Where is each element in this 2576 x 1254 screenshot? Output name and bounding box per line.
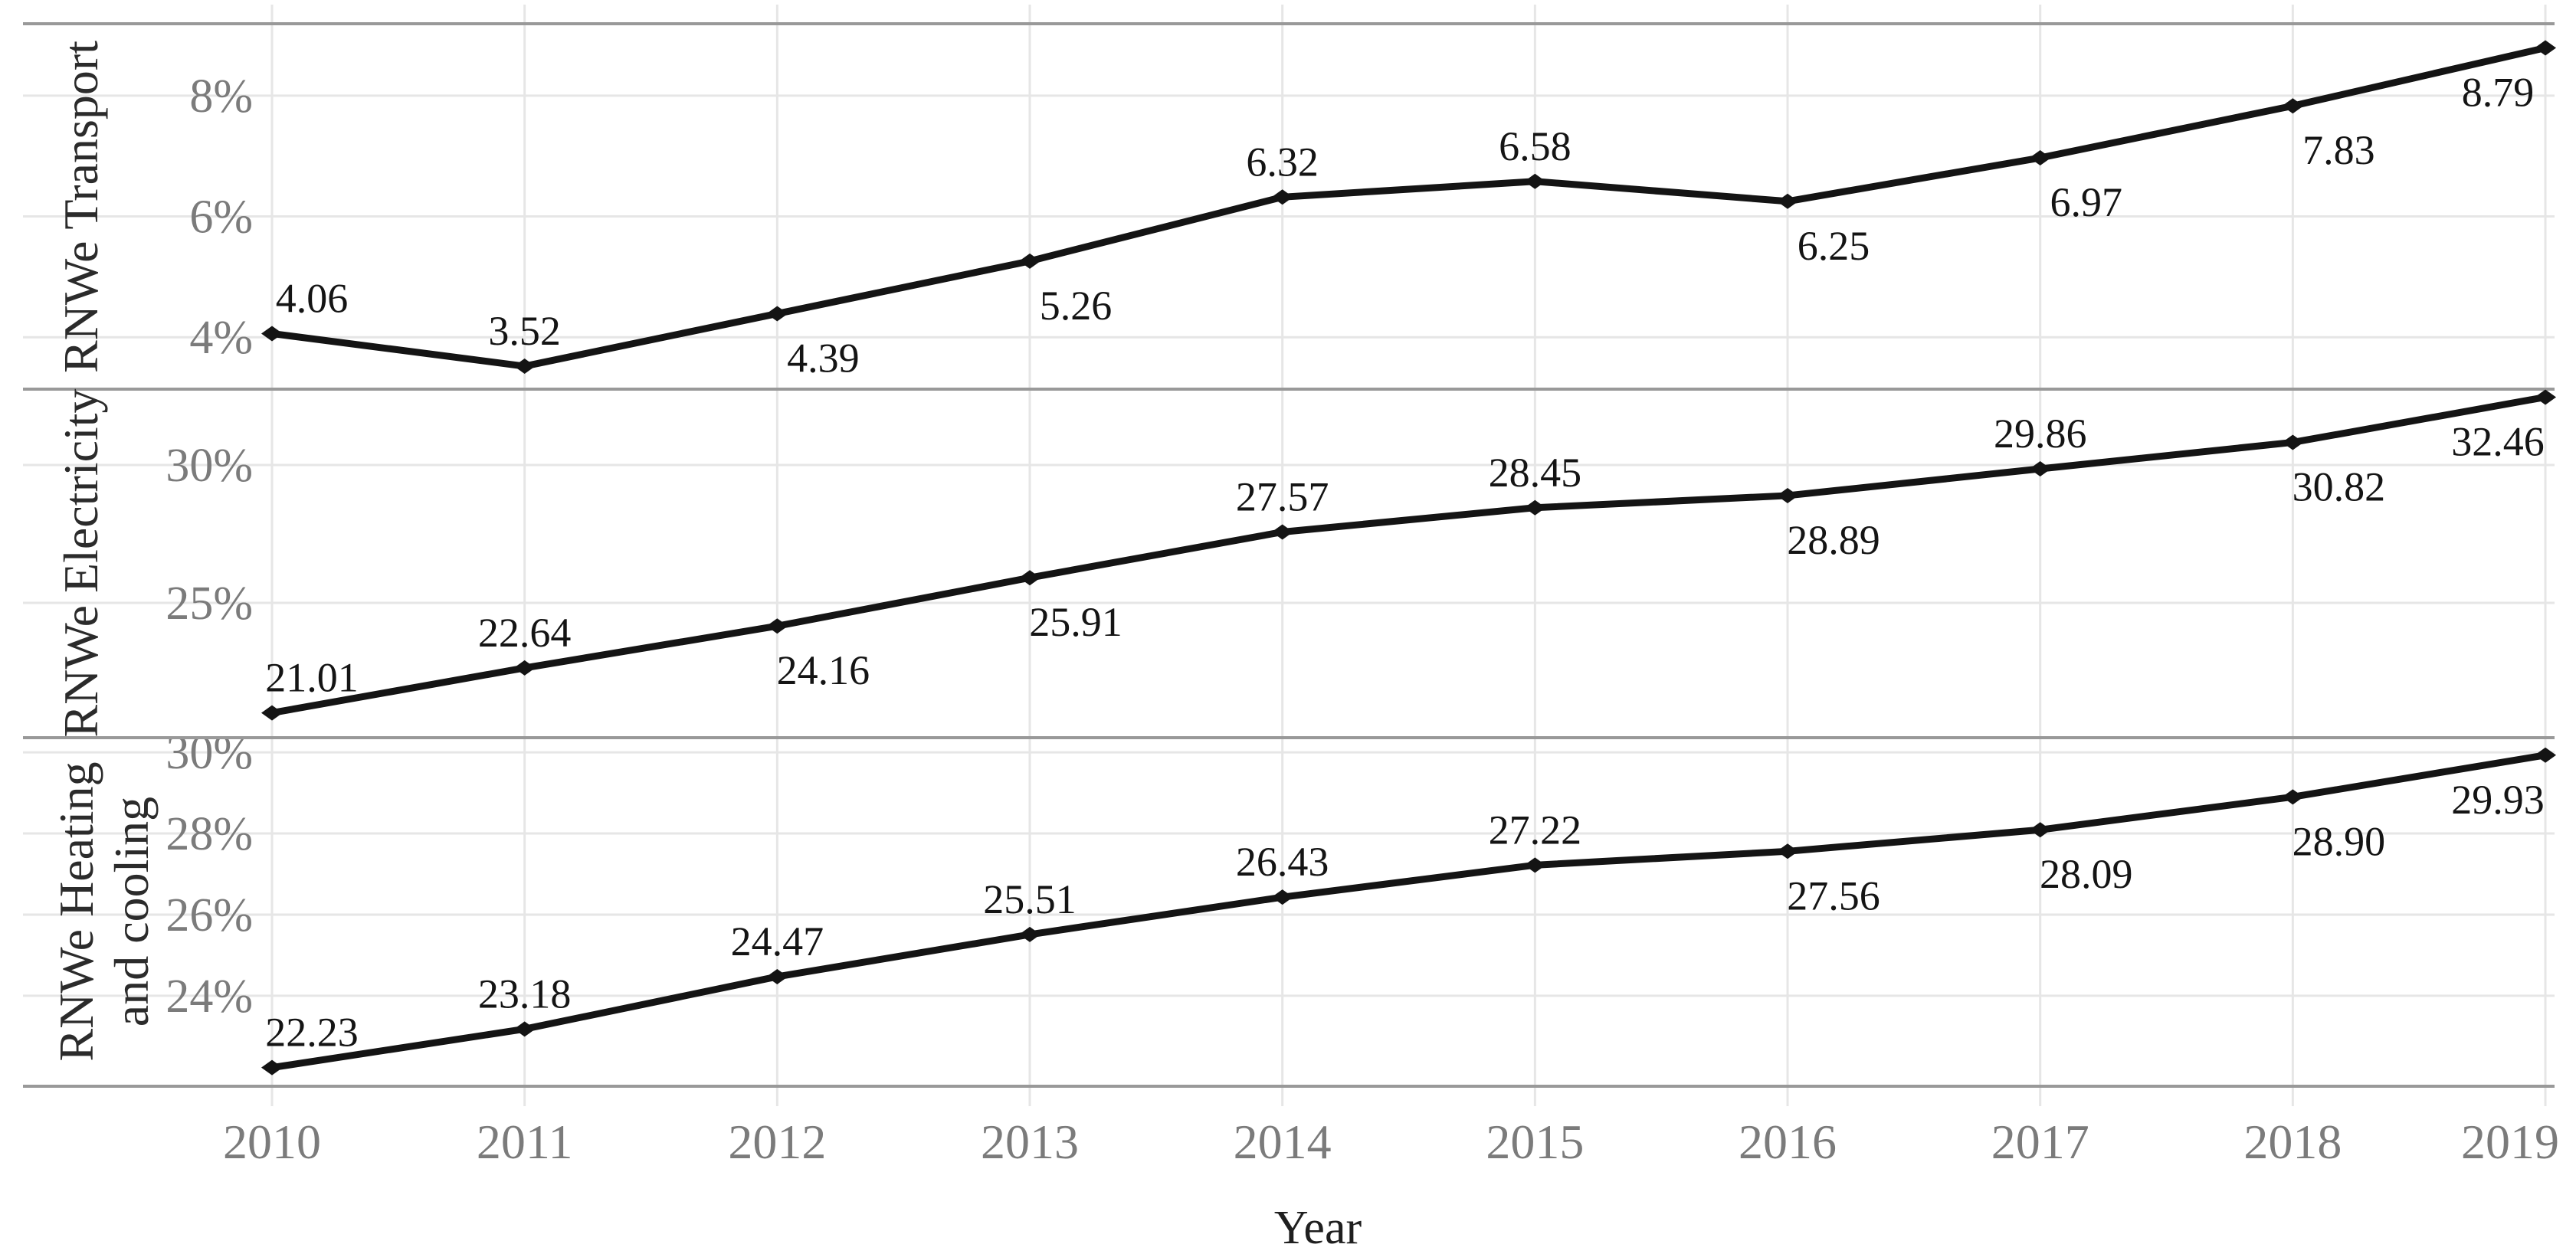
data-label: 5.26 (1040, 283, 1113, 329)
data-point-marker (2282, 98, 2304, 114)
y-tick-label: 4% (189, 312, 253, 364)
data-label: 3.52 (488, 308, 561, 354)
data-point-marker (766, 968, 788, 984)
data-point-marker (2535, 747, 2557, 763)
data-label: 27.56 (1787, 873, 1880, 918)
x-tick-label: 2019 (2461, 1115, 2559, 1169)
x-tick-label: 2014 (1234, 1115, 1332, 1169)
y-axis-title-heating-line1: RNWe Heating (49, 761, 103, 1062)
y-axis-title-heating-line2: and cooling (104, 796, 159, 1027)
data-label: 28.45 (1489, 450, 1582, 496)
data-point-marker (1524, 173, 1546, 189)
x-tick-label: 2017 (1991, 1115, 2089, 1169)
data-point-marker (513, 660, 536, 676)
data-point-marker (261, 1059, 283, 1076)
data-label: 28.90 (2293, 818, 2386, 864)
data-point-marker (1777, 843, 1799, 859)
x-tick-label: 2013 (981, 1115, 1079, 1169)
data-line (271, 394, 2546, 717)
y-axis-title-transport: RNWe Transport (54, 41, 108, 373)
y-tick-label: 8% (189, 70, 253, 123)
data-label: 25.91 (1029, 599, 1122, 645)
x-tick-label: 2011 (477, 1115, 573, 1169)
data-label: 22.23 (265, 1010, 359, 1056)
data-point-marker (1271, 189, 1293, 205)
data-label: 28.09 (2040, 851, 2133, 897)
data-point-marker (2282, 789, 2304, 805)
y-tick-label: 24% (166, 971, 253, 1023)
data-label: 6.58 (1499, 123, 1571, 169)
x-tick-label: 2016 (1739, 1115, 1837, 1169)
data-label: 28.89 (1787, 517, 1880, 563)
data-label: 27.57 (1236, 473, 1329, 519)
data-label: 29.86 (1994, 411, 2087, 457)
data-label: 23.18 (478, 971, 572, 1017)
x-tick-label: 2018 (2243, 1115, 2342, 1169)
data-label: 7.83 (2302, 127, 2375, 173)
data-label: 6.97 (2050, 179, 2122, 225)
data-point-marker (766, 618, 788, 634)
data-label: 32.46 (2451, 418, 2545, 464)
y-tick-label: 28% (166, 808, 253, 860)
data-label: 6.32 (1246, 139, 1319, 185)
data-point-marker (2282, 434, 2304, 450)
x-axis-title: Year (1273, 1202, 1362, 1254)
data-label: 24.16 (777, 647, 870, 693)
data-label: 29.93 (2451, 777, 2545, 823)
data-point-marker (1524, 499, 1546, 516)
y-tick-label: 6% (189, 192, 253, 244)
data-point-marker (2535, 389, 2557, 405)
y-tick-label: 30% (166, 440, 253, 492)
data-point-marker (2029, 461, 2051, 477)
data-label: 30.82 (2293, 463, 2386, 509)
data-point-marker (2029, 822, 2051, 838)
data-point-marker (261, 326, 283, 342)
data-point-marker (1019, 253, 1041, 269)
data-point-marker (766, 306, 788, 322)
data-label: 4.39 (787, 335, 860, 381)
data-point-marker (261, 705, 283, 721)
data-point-marker (513, 359, 536, 375)
data-point-marker (1019, 570, 1041, 586)
data-point-marker (1271, 524, 1293, 540)
data-label: 6.25 (1798, 223, 1870, 269)
data-label: 4.06 (276, 275, 349, 321)
data-label: 25.51 (983, 876, 1077, 922)
data-point-marker (1271, 889, 1293, 905)
y-tick-label: 25% (166, 578, 253, 630)
x-tick-label: 2015 (1486, 1115, 1584, 1169)
data-line (271, 44, 2547, 370)
x-tick-label: 2012 (728, 1115, 826, 1169)
data-point-marker (2029, 150, 2051, 166)
x-tick-label: 2010 (223, 1115, 321, 1169)
data-label: 26.43 (1236, 839, 1329, 885)
data-label: 22.64 (478, 610, 572, 656)
y-tick-label: 30% (166, 727, 253, 779)
data-point-marker (2535, 40, 2557, 56)
data-point-marker (513, 1021, 536, 1037)
data-label: 8.79 (2462, 70, 2535, 116)
data-point-marker (1777, 193, 1799, 209)
data-label: 24.47 (731, 918, 824, 964)
data-point-marker (1019, 926, 1041, 942)
y-tick-label: 26% (166, 889, 253, 941)
data-point-marker (1777, 487, 1799, 503)
y-axis-title-electricity: RNWe Electricity (54, 388, 108, 738)
data-point-marker (1524, 857, 1546, 873)
data-line (271, 751, 2546, 1072)
data-label: 27.22 (1489, 807, 1582, 853)
data-label: 21.01 (265, 655, 359, 701)
